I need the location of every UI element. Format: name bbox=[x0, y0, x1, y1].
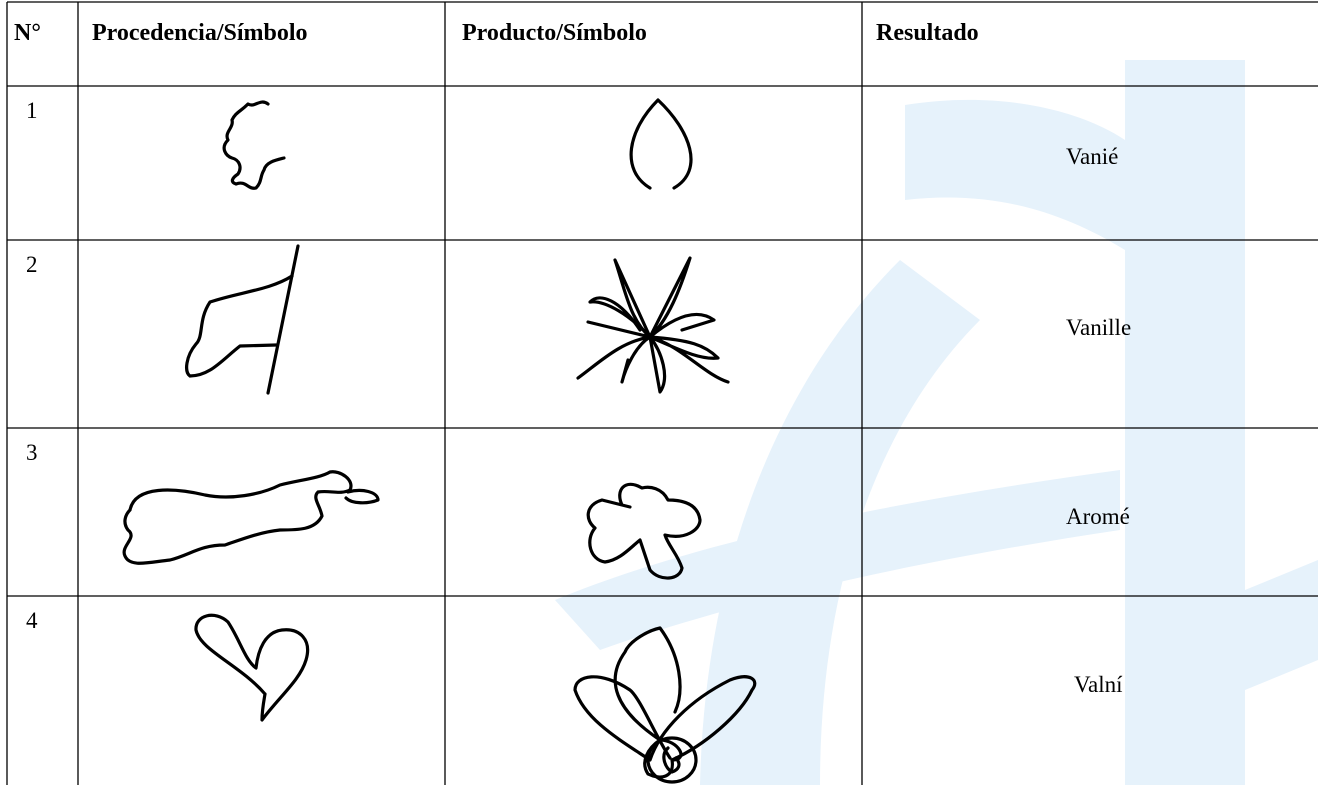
origin-symbol bbox=[222, 100, 286, 190]
result: Vanié bbox=[1066, 144, 1118, 169]
product-symbol bbox=[576, 256, 730, 394]
result: Aromé bbox=[1066, 504, 1130, 529]
result: Vanille bbox=[1066, 315, 1131, 340]
result: Valní bbox=[1074, 672, 1123, 697]
row-number: 4 bbox=[26, 608, 38, 633]
watermark bbox=[555, 60, 1318, 785]
header-cell: N° bbox=[14, 20, 41, 46]
origin-symbol bbox=[194, 613, 310, 722]
row-number: 2 bbox=[26, 252, 38, 277]
header-cell: Procedencia/Símbolo bbox=[92, 20, 308, 46]
product-symbol bbox=[662, 746, 681, 774]
product-symbol bbox=[629, 98, 693, 190]
product-symbol bbox=[573, 626, 757, 779]
origin-symbol bbox=[185, 274, 294, 378]
drawings bbox=[122, 98, 757, 784]
origin-symbol bbox=[122, 470, 380, 565]
product-symbol bbox=[646, 736, 698, 784]
header-cell: Resultado bbox=[876, 20, 979, 46]
row-number: 3 bbox=[26, 440, 38, 465]
origin-symbol bbox=[266, 244, 300, 395]
table-grid bbox=[6, 1, 1318, 785]
product-symbol bbox=[586, 482, 702, 580]
row-number: 1 bbox=[26, 98, 38, 123]
header-cell: Producto/Símbolo bbox=[462, 20, 647, 46]
